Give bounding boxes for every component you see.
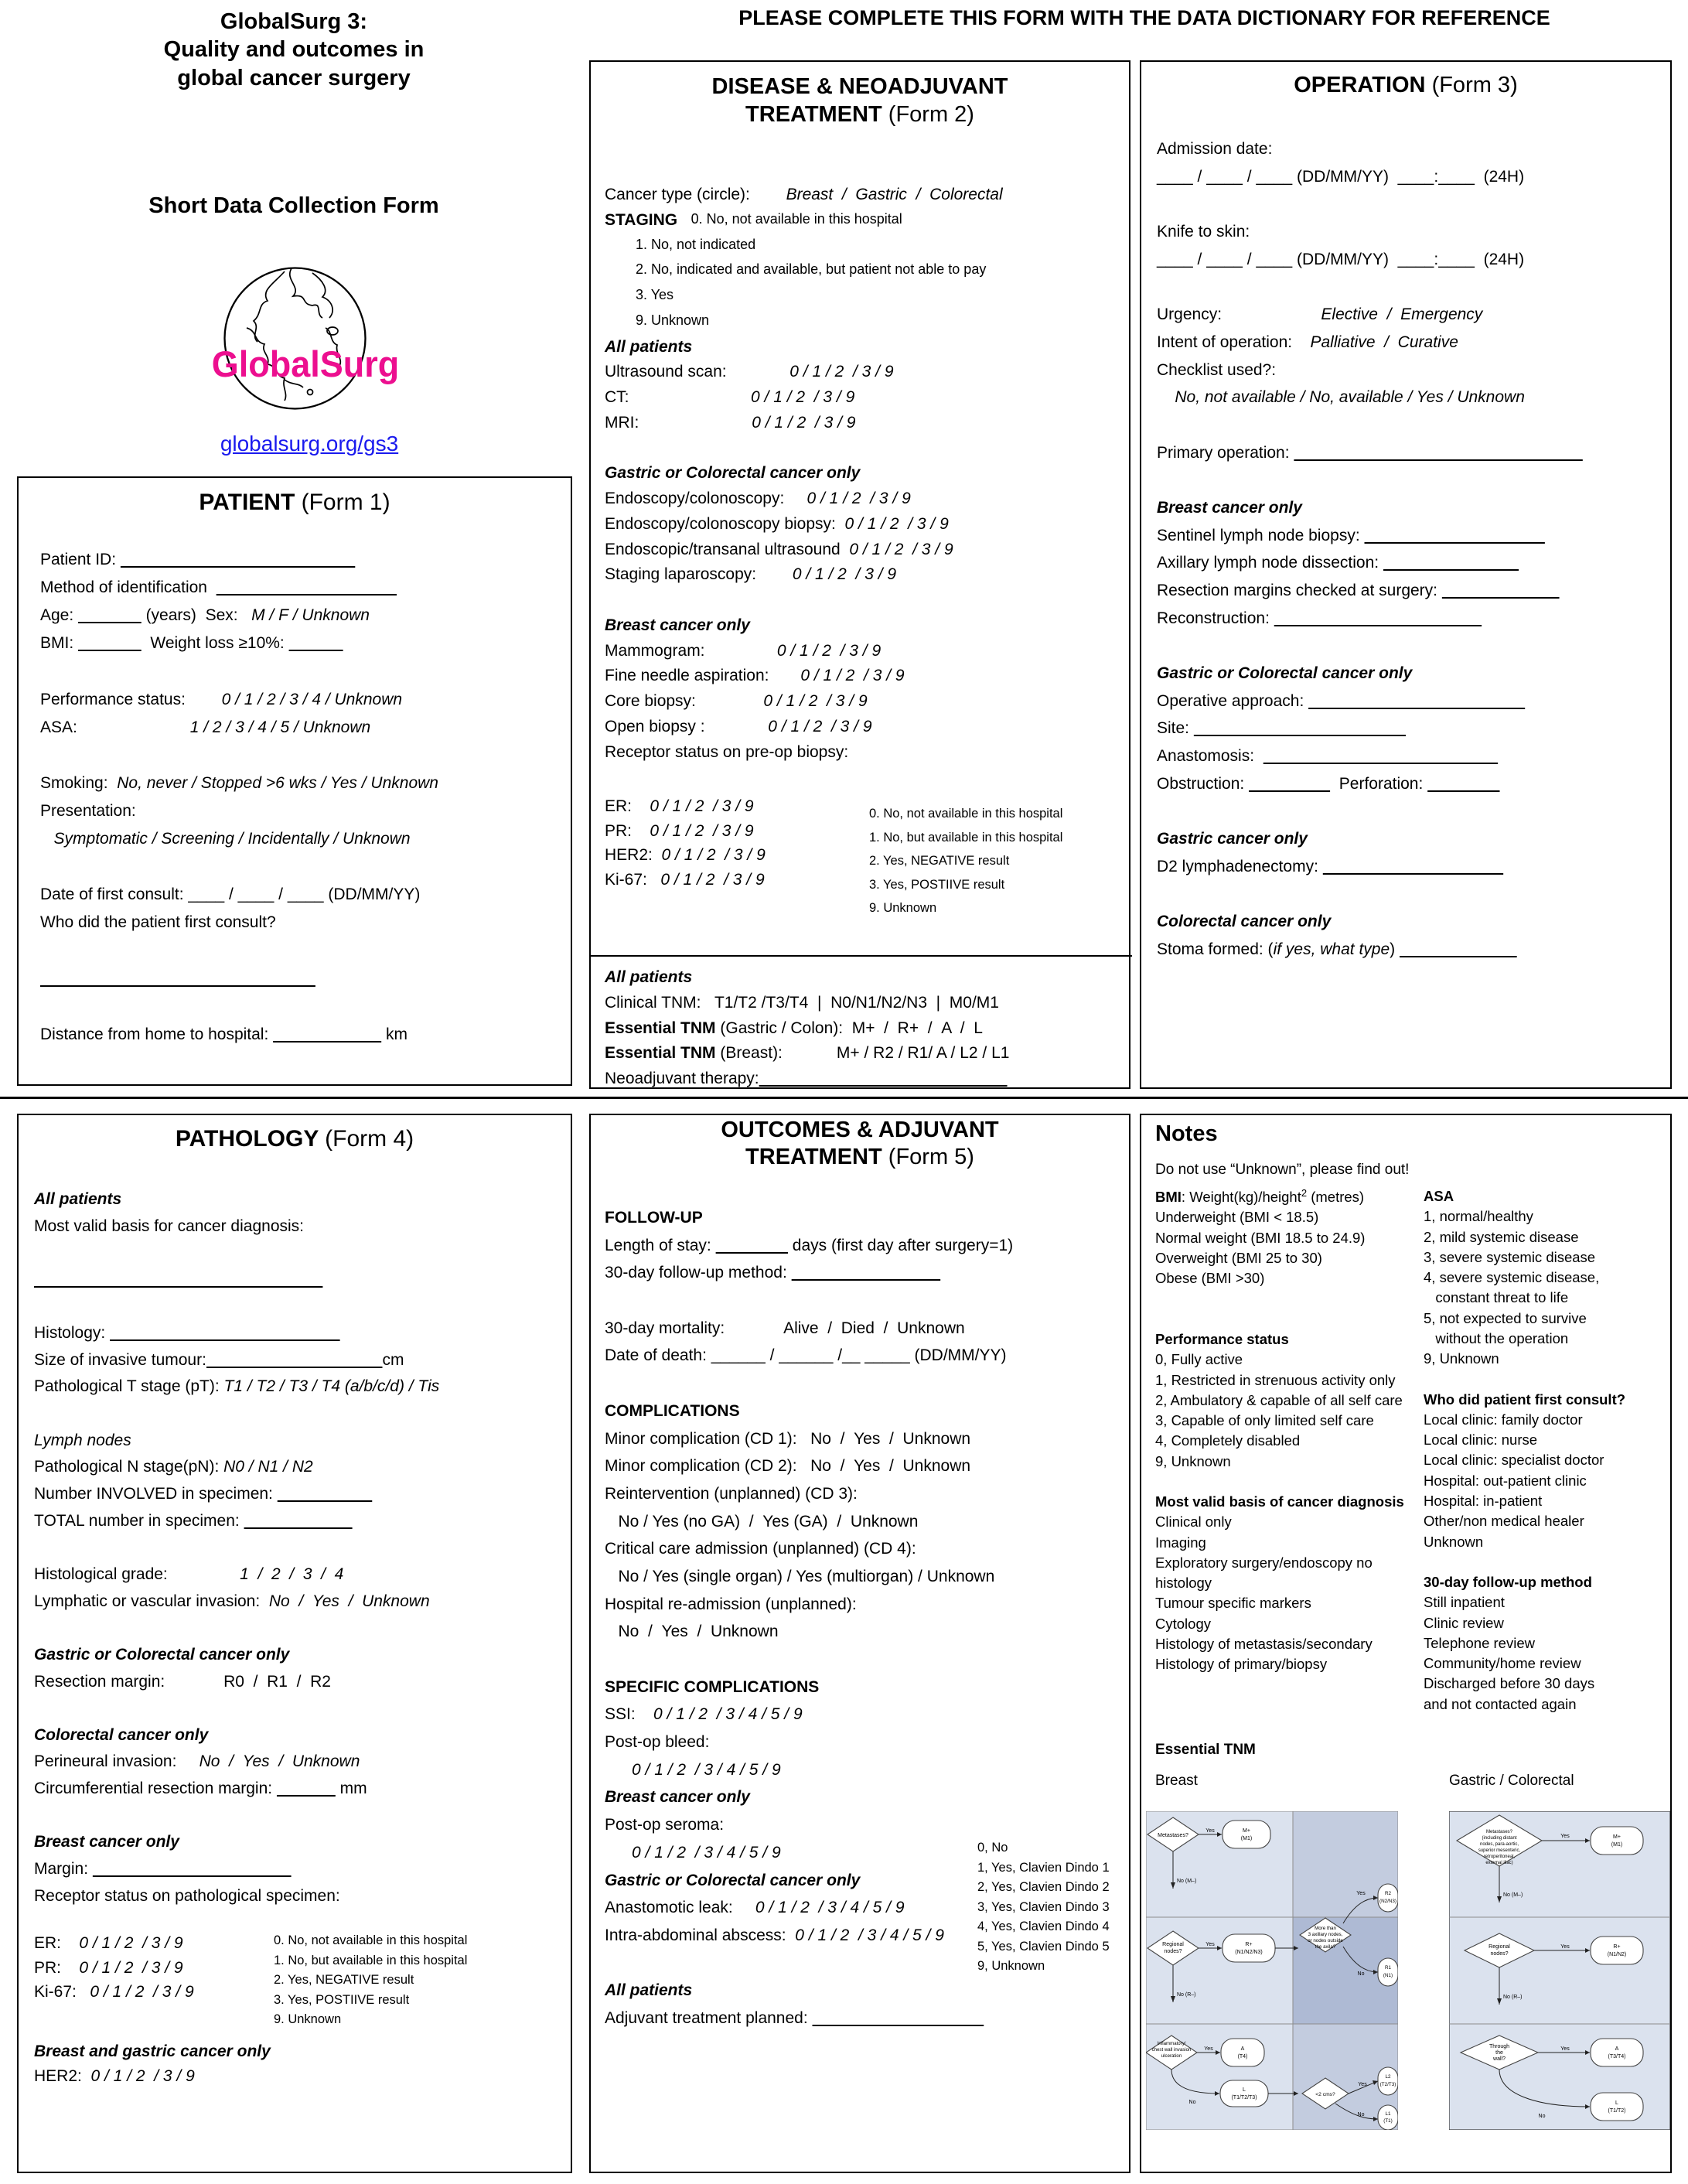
svg-text:L: L [1615, 2100, 1618, 2106]
svg-text:(N1): (N1) [1383, 1973, 1393, 1978]
svg-text:Yes: Yes [1204, 2046, 1213, 2052]
svg-text:Regional: Regional [1162, 1942, 1184, 1947]
svg-text:(T1): (T1) [1383, 2118, 1393, 2124]
svg-text:A: A [1241, 2046, 1245, 2052]
svg-text:No: No [1539, 2114, 1546, 2119]
svg-text:ulceration: ulceration [1161, 2053, 1182, 2059]
svg-text:Yes: Yes [1205, 1828, 1215, 1834]
svg-text:(N1/N2/N3): (N1/N2/N3) [1235, 1950, 1262, 1955]
svg-text:M+: M+ [1243, 1828, 1250, 1834]
svg-text:R+: R+ [1245, 1942, 1252, 1947]
svg-text:superior mesenteric,: superior mesenteric, [1478, 1848, 1521, 1853]
svg-text:retroperitoneal,: retroperitoneal, [1484, 1855, 1516, 1859]
svg-text:nodes, para-aortic,: nodes, para-aortic, [1480, 1842, 1519, 1847]
svg-text:Yes: Yes [1356, 1891, 1366, 1896]
svg-text:No: No [1358, 1971, 1365, 1977]
svg-text:(T4): (T4) [1238, 2054, 1248, 2059]
svg-text:A: A [1615, 2046, 1619, 2052]
svg-text:Yes: Yes [1560, 1834, 1570, 1839]
svg-text:the axila?: the axila? [1315, 1944, 1336, 1950]
svg-text:No (M–): No (M–) [1177, 1879, 1196, 1884]
svg-text:(N2/N3): (N2/N3) [1379, 1899, 1396, 1904]
svg-text:Inflammatory/: Inflammatory/ [1158, 2041, 1186, 2046]
svg-text:(M1): (M1) [1241, 1836, 1252, 1841]
svg-text:(T1/T2): (T1/T2) [1608, 2108, 1626, 2114]
svg-text:Metastases?: Metastases? [1158, 1833, 1188, 1838]
svg-text:Yes: Yes [1560, 2046, 1570, 2052]
svg-text:M+: M+ [1613, 1834, 1621, 1840]
svg-text:<2 cms?: <2 cms? [1315, 2092, 1335, 2097]
svg-text:(including distant: (including distant [1482, 1836, 1516, 1841]
svg-text:Through: Through [1489, 2044, 1509, 2049]
svg-text:nodes?: nodes? [1165, 1949, 1182, 1954]
svg-text:3 axillary nodes,: 3 axillary nodes, [1308, 1932, 1343, 1937]
svg-text:(M1): (M1) [1611, 1842, 1622, 1848]
svg-text:L2: L2 [1385, 2074, 1391, 2080]
svg-text:Yes: Yes [1560, 1944, 1570, 1950]
svg-text:No: No [1358, 2112, 1365, 2117]
svg-text:No (M–): No (M–) [1503, 1892, 1523, 1898]
svg-text:No (R–): No (R–) [1503, 1995, 1523, 2000]
svg-text:R+: R+ [1613, 1944, 1620, 1950]
svg-text:nodes?: nodes? [1491, 1951, 1509, 1957]
svg-text:Regional: Regional [1489, 1944, 1510, 1950]
svg-text:R2: R2 [1385, 1891, 1392, 1896]
svg-text:More than: More than [1315, 1926, 1336, 1931]
svg-text:(T2/T3): (T2/T3) [1380, 2082, 1396, 2087]
svg-text:Yes: Yes [1205, 1942, 1215, 1947]
svg-text:L: L [1243, 2087, 1246, 2093]
svg-text:the: the [1495, 2050, 1503, 2056]
svg-text:external iliac): external iliac) [1485, 1861, 1512, 1865]
svg-text:(T3/T4): (T3/T4) [1608, 2054, 1626, 2059]
svg-text:Metastases?: Metastases? [1486, 1830, 1513, 1834]
svg-text:wall?: wall? [1492, 2056, 1506, 2062]
svg-text:or nodes outside: or nodes outside [1308, 1938, 1343, 1943]
svg-text:(T1/T2/T3): (T1/T2/T3) [1231, 2095, 1257, 2100]
svg-text:No (R–): No (R–) [1177, 1992, 1196, 1998]
svg-text:No: No [1189, 2100, 1196, 2105]
svg-text:R1: R1 [1385, 1965, 1392, 1971]
svg-text:L1: L1 [1385, 2111, 1391, 2117]
svg-text:(N1/N2): (N1/N2) [1608, 1952, 1627, 1957]
svg-text:chest wall invasion: chest wall invasion [1152, 2047, 1192, 2053]
svg-text:Yes: Yes [1358, 2082, 1367, 2087]
